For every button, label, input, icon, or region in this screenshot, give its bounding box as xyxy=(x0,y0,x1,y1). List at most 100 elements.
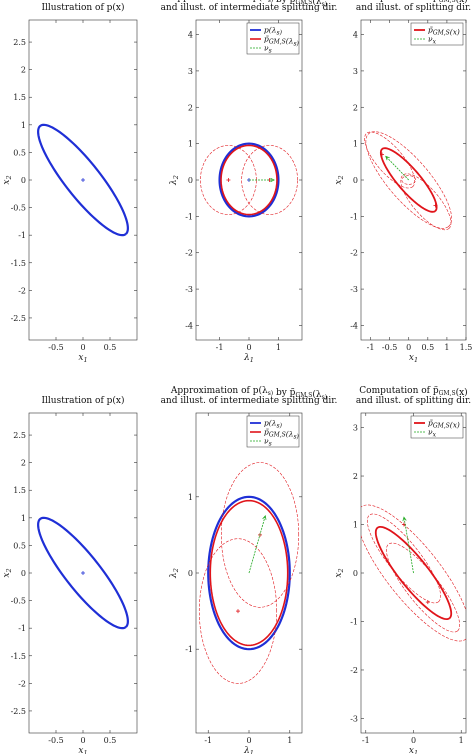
component-contour xyxy=(198,538,278,684)
y-tick-label: -3 xyxy=(185,285,193,294)
legend-entry: p̃GM,S(λs) xyxy=(264,428,300,441)
y-tick-label: 0 xyxy=(353,176,358,185)
component-contour xyxy=(361,504,466,642)
x-tick-label: -0.5 xyxy=(48,343,63,352)
component-contour xyxy=(401,175,416,185)
legend-entry: p(λs) xyxy=(264,419,283,430)
legend-box xyxy=(410,415,464,439)
arrow-head xyxy=(270,177,275,183)
chart-title: Computation of p̃GM,S(x) xyxy=(359,385,467,398)
legend-box xyxy=(410,22,464,46)
y-tick-label: -4 xyxy=(185,321,193,330)
legend-entry: p̃GM,S(x) xyxy=(428,26,460,37)
y-tick-label: 1 xyxy=(353,140,358,149)
x-tick-label: 0.5 xyxy=(104,343,117,352)
y-tick-label: -1 xyxy=(18,624,26,633)
y-tick-label: -0.5 xyxy=(11,204,26,213)
y-axis-label: x2 xyxy=(334,175,345,184)
y-tick-label: 2.5 xyxy=(13,38,26,47)
x-axis-label: x1 xyxy=(409,353,418,364)
y-tick-label: -2 xyxy=(18,679,26,688)
y-tick-label: 2 xyxy=(21,66,26,75)
legend-entry: p̃GM,S(x) xyxy=(428,419,460,430)
density-contour xyxy=(37,123,129,237)
y-axis-label: x2 xyxy=(2,568,13,577)
x-tick-label: 0.5 xyxy=(421,343,434,352)
x-tick-label: 0 xyxy=(246,736,251,745)
y-tick-label: 4 xyxy=(188,31,193,40)
x-tick-label: 0 xyxy=(80,736,85,745)
density-contour xyxy=(207,495,291,651)
y-tick-label: 1 xyxy=(353,521,358,530)
chart-title: Approximation of p(λs) by p̃GM,S(λs) xyxy=(170,0,327,8)
x-tick-label: 0.5 xyxy=(104,736,117,745)
axes-box xyxy=(360,19,467,341)
component-contour xyxy=(241,145,298,215)
y-tick-label: 0 xyxy=(188,176,193,185)
y-axis-label: x2 xyxy=(2,175,13,184)
x-tick-label: 1 xyxy=(276,343,281,352)
component-contour xyxy=(386,542,460,633)
y-tick-label: -1 xyxy=(18,231,26,240)
x-tick-label: 1 xyxy=(287,736,292,745)
density-contour xyxy=(379,147,438,213)
x-tick-label: -1 xyxy=(367,343,375,352)
x-tick-label: -1 xyxy=(216,343,224,352)
legend-entry: νx xyxy=(428,35,437,46)
y-tick-label: 3 xyxy=(353,424,358,433)
y-tick-label: 1 xyxy=(188,493,193,502)
subplot-4: -0.5 0 0.5 2.5 2 1.5 1 0.5 0 -0.5 -1 -1.5 -2 -2.5 x1 x2… xyxy=(2,395,138,754)
arrow-head xyxy=(385,155,390,161)
y-tick-label: 0 xyxy=(353,569,358,578)
y-tick-label: 3 xyxy=(188,67,193,76)
legend-entry: p̃GM,S(λs) xyxy=(264,35,300,48)
x-tick-label: 1 xyxy=(459,736,464,745)
component-contour xyxy=(220,462,300,608)
legend-entry: νs xyxy=(264,44,272,55)
splitting-direction-arrow xyxy=(403,517,414,574)
x-axis-label: x1 xyxy=(409,746,418,754)
subplot-5: -1 0 1 1 0 -1 λ1 λ2 Approximation of p(λs) by p̃… xyxy=(161,385,338,754)
y-tick-label: -1.5 xyxy=(11,652,26,661)
x-axis-label: x1 xyxy=(78,746,87,754)
component-contour xyxy=(364,131,416,189)
subplot-6: -1 0 1 3 2 1 0 -1 -2 -3 x1 x2 Computation of p̃GM,S(… xyxy=(334,385,471,754)
density-contour xyxy=(209,499,289,647)
splitting-direction-arrow xyxy=(385,156,410,181)
y-tick-label: -1 xyxy=(350,617,358,626)
splitting-direction-arrow xyxy=(248,515,266,574)
x-tick-label: -0.5 xyxy=(48,736,63,745)
y-tick-label: 1 xyxy=(188,140,193,149)
x-tick-label: 1.5 xyxy=(460,343,473,352)
density-contour xyxy=(220,144,278,216)
x-tick-label: -1 xyxy=(204,736,212,745)
x-tick-label: -0.5 xyxy=(382,343,397,352)
arrow-head xyxy=(402,516,407,522)
x-tick-label: 0 xyxy=(406,343,411,352)
x-axis-label: x1 xyxy=(78,353,87,364)
y-tick-label: 1 xyxy=(21,514,26,523)
x-axis-label: λ1 xyxy=(243,353,254,364)
y-tick-label: 2 xyxy=(353,103,358,112)
chart-title: Illustration of p(x) xyxy=(41,2,124,13)
y-axis-label: x2 xyxy=(334,568,345,577)
y-tick-label: 2 xyxy=(188,103,193,112)
y-tick-label: -2 xyxy=(18,286,26,295)
component-contour xyxy=(365,131,452,229)
y-tick-label: 0 xyxy=(188,569,193,578)
density-contour xyxy=(37,516,129,630)
legend-entry: νs xyxy=(264,437,272,448)
arrow-head xyxy=(262,514,267,520)
y-tick-label: 0 xyxy=(21,569,26,578)
y-tick-label: -2 xyxy=(185,249,193,258)
y-axis-label: λ2 xyxy=(169,175,180,186)
y-tick-label: -1.5 xyxy=(11,259,26,268)
subplot-2: -1 0 1 4 3 2 1 0 -1 -2 -3 -4 λ1 λ2 Approximation of p(… xyxy=(161,0,338,364)
chart-title: Computation of p̃GM,S(x) xyxy=(359,0,467,5)
y-tick-label: 0.5 xyxy=(13,541,26,550)
y-tick-label: 1.5 xyxy=(13,93,26,102)
y-tick-label: -3 xyxy=(350,714,358,723)
y-tick-label: -3 xyxy=(350,285,358,294)
density-contour xyxy=(218,142,280,218)
